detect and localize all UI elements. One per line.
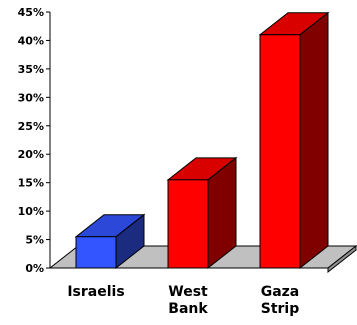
category-label: West Bank <box>168 284 208 317</box>
y-tick-label: 40% <box>18 34 44 47</box>
bar-front-face <box>75 236 117 269</box>
bar-front-face <box>259 34 301 269</box>
y-tick-label: 25% <box>18 120 44 133</box>
bar <box>166 156 238 270</box>
category-label-line: West <box>168 284 208 300</box>
category-label: Gaza Strip <box>261 284 300 317</box>
category-labels: Israelis West Bank Gaza Strip <box>67 284 299 317</box>
bar <box>74 213 146 270</box>
category-label-line: Bank <box>168 301 208 317</box>
floor-edge <box>327 244 357 274</box>
y-tick-label: 5% <box>25 234 44 247</box>
y-tick-label: 0% <box>25 262 44 275</box>
y-tick-label: 45% <box>18 6 44 19</box>
bars <box>74 11 330 270</box>
y-tick-label: 15% <box>18 177 44 190</box>
y-tick-label: 35% <box>18 63 44 76</box>
bar <box>258 11 330 270</box>
category-label-line: Gaza <box>261 284 300 300</box>
y-tick-label: 20% <box>18 148 44 161</box>
y-tick-label: 30% <box>18 91 44 104</box>
y-axis: 0% 5% 10% 15% 20% 25% 30% 35% 40% 45% <box>18 6 51 275</box>
bar-side-face <box>299 11 329 270</box>
category-label-line: Strip <box>261 301 300 317</box>
category-label: Israelis <box>67 284 124 300</box>
category-label-line: Israelis <box>67 284 124 300</box>
y-tick-label: 10% <box>18 205 44 218</box>
bar-front-face <box>167 179 209 269</box>
